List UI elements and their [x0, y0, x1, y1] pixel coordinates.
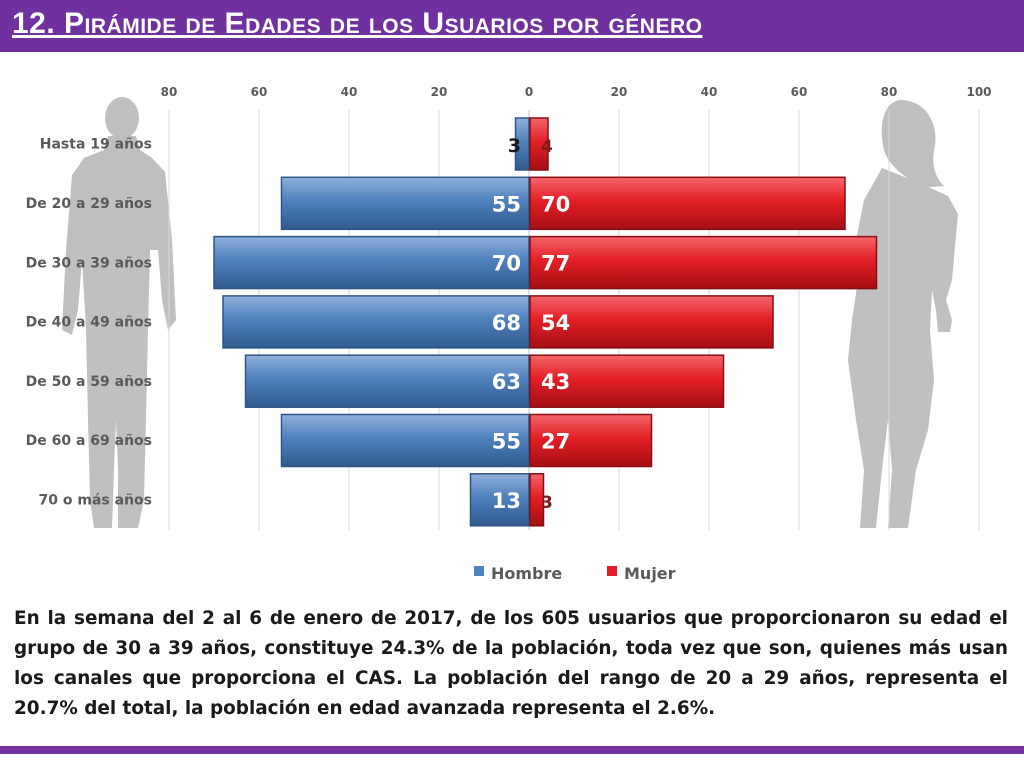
category-labels: Hasta 19 años De 20 a 29 años De 30 a 39 a…	[26, 137, 152, 509]
footer-bar	[0, 746, 1024, 754]
x-tick-label: 40	[701, 85, 718, 99]
category-label: De 60 a 69 años	[26, 433, 152, 449]
x-tick-label: 80	[881, 85, 898, 99]
x-tick-label: 20	[431, 85, 448, 99]
bar-mujer	[529, 473, 545, 527]
data-label-hombre: 63	[492, 370, 521, 394]
category-label: 70 o más años	[39, 492, 152, 508]
description-paragraph: En la semana del 2 al 6 de enero de 2017…	[14, 608, 1008, 719]
data-label-mujer: 54	[541, 311, 570, 335]
data-label-mujer: 77	[541, 252, 570, 276]
title-bar: 12. Pirámide de Edades de los Usuarios p…	[0, 0, 1024, 52]
bar-hombre	[514, 117, 530, 171]
category-label: Hasta 19 años	[40, 137, 152, 153]
x-tick-label: 0	[525, 85, 533, 99]
x-tick-label: 100	[966, 85, 991, 99]
data-label-hombre: 55	[492, 430, 521, 454]
data-label-mujer: 3	[541, 493, 553, 513]
category-label: De 40 a 49 años	[26, 315, 152, 331]
category-label: De 20 a 29 años	[26, 196, 152, 212]
bar-mujer	[529, 176, 846, 231]
legend-label-mujer: Mujer	[624, 564, 676, 583]
bar-mujer	[529, 295, 774, 349]
bar-hombre	[244, 354, 530, 408]
bar-hombre	[222, 295, 530, 349]
bar-mujer	[529, 413, 653, 468]
data-label-hombre: 55	[492, 192, 521, 216]
bar-hombre	[469, 473, 530, 527]
x-tick-label: 80	[161, 85, 178, 99]
data-label-hombre: 68	[492, 311, 521, 335]
page-title: 12. Pirámide de Edades de los Usuarios p…	[12, 7, 703, 40]
population-pyramid-chart: 80 60 40 20 0 20 40 60 80 100 Hasta 19 años De 20 …	[26, 85, 992, 583]
data-label-mujer: 43	[541, 370, 570, 394]
legend-swatch-mujer	[607, 566, 617, 576]
legend-label-hombre: Hombre	[491, 564, 562, 583]
man-silhouette-icon	[62, 97, 176, 528]
chart-legend: Hombre Mujer	[474, 564, 676, 583]
data-label-hombre: 13	[492, 489, 521, 513]
category-label: De 50 a 59 años	[26, 374, 152, 390]
category-label: De 30 a 39 años	[26, 255, 152, 271]
legend-swatch-hombre	[474, 566, 484, 576]
data-label-hombre: 70	[492, 252, 521, 276]
chart-bars	[213, 117, 878, 527]
bar-mujer	[529, 117, 549, 171]
data-label-mujer: 27	[541, 430, 570, 454]
x-axis-ticks: 80 60 40 20 0 20 40 60 80 100	[161, 85, 992, 99]
x-tick-label: 20	[611, 85, 628, 99]
data-label-mujer: 70	[541, 192, 570, 216]
bar-hombre	[213, 235, 530, 290]
woman-silhouette-icon	[848, 100, 958, 528]
data-label-hombre: 3	[508, 135, 521, 157]
bar-hombre	[280, 176, 530, 231]
data-label-mujer: 4	[541, 137, 553, 157]
x-tick-label: 40	[341, 85, 358, 99]
bar-mujer	[529, 235, 878, 290]
bar-hombre	[280, 413, 530, 468]
x-tick-label: 60	[251, 85, 268, 99]
bar-mujer	[529, 354, 725, 408]
x-tick-label: 60	[791, 85, 808, 99]
